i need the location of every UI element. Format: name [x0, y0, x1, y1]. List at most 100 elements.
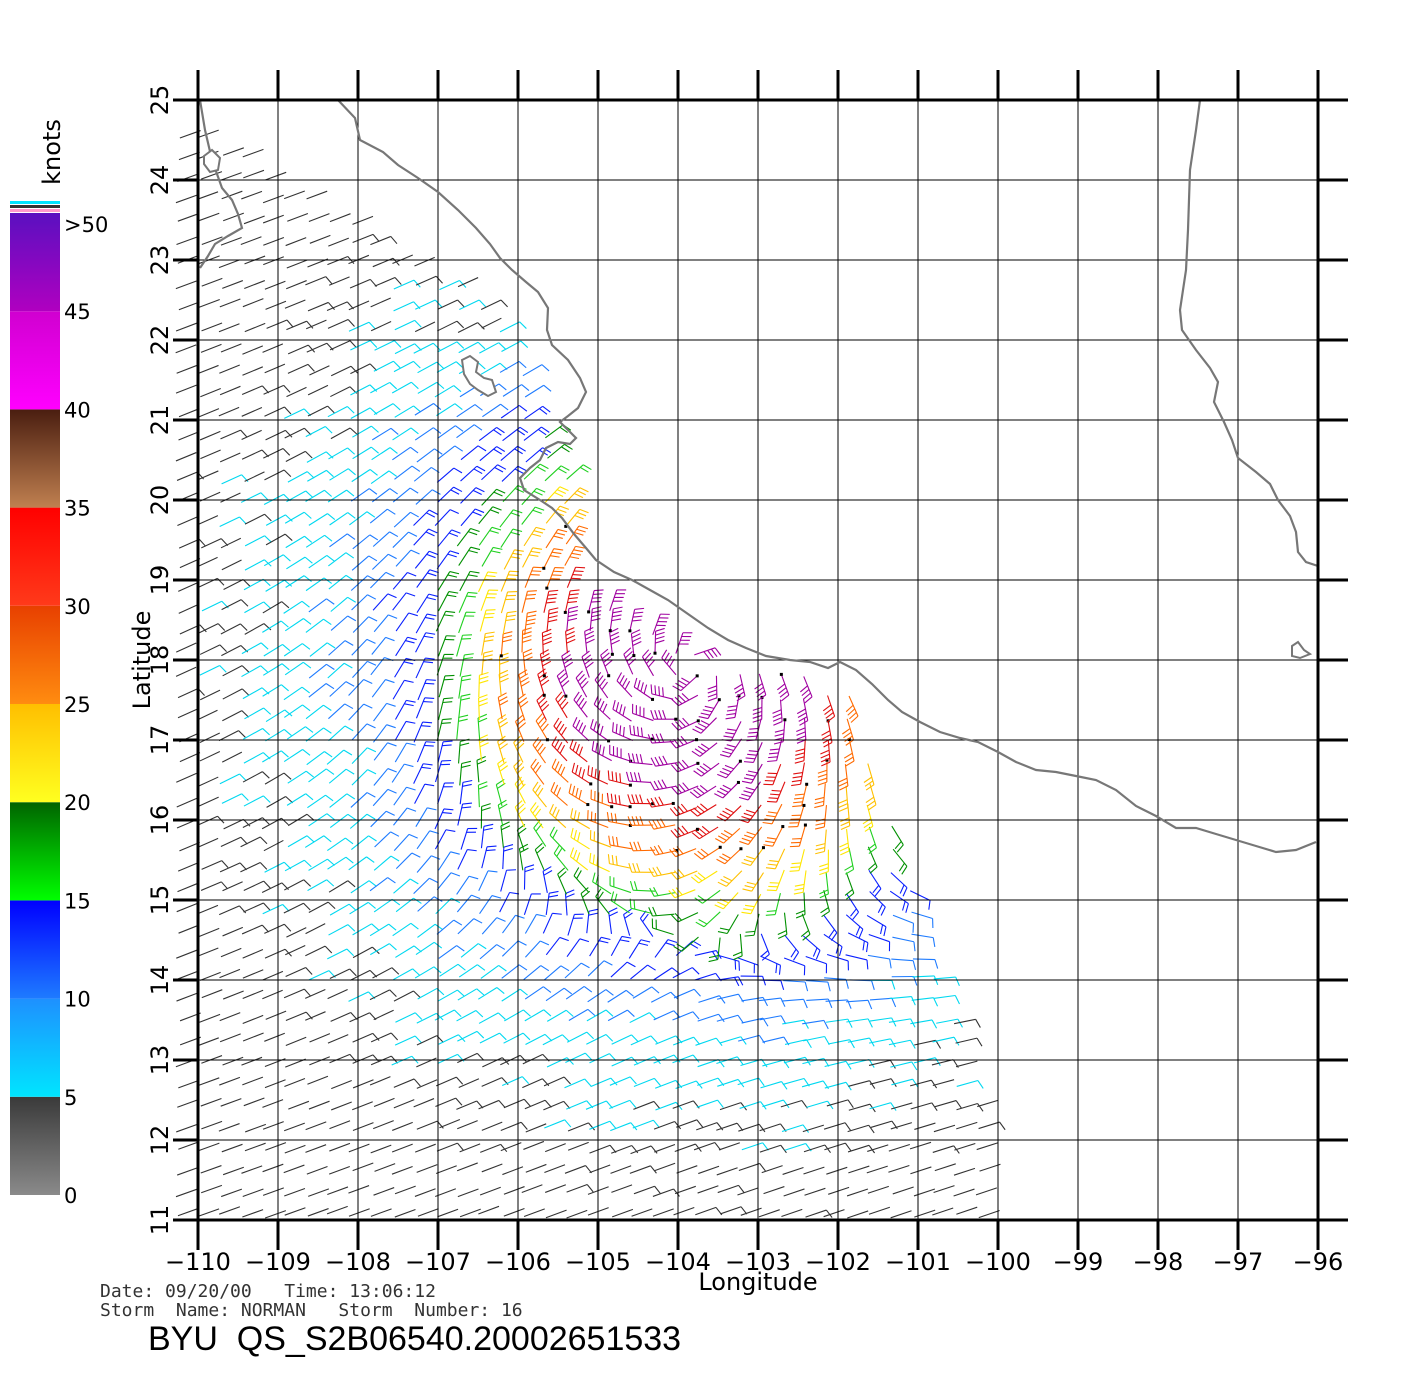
wind-barb: [564, 487, 589, 504]
wind-barb: [219, 452, 241, 463]
wind-barb: [868, 1038, 896, 1048]
wind-barb: [328, 703, 354, 720]
wind-barb: [761, 1165, 783, 1174]
wind-barb: [846, 999, 873, 1010]
wind-barb: [499, 631, 513, 658]
wind-barb: [784, 1142, 812, 1152]
wind-barb: [395, 945, 422, 958]
wind-barb: [262, 1163, 284, 1173]
wind-barb: [719, 1036, 747, 1045]
wind-barb: [589, 852, 610, 873]
wind-barb: [824, 977, 849, 989]
wind-barb: [976, 1142, 998, 1151]
wind-barb: [329, 340, 357, 351]
wind-barb: [868, 1059, 896, 1069]
wind-barb: [654, 1162, 676, 1172]
wind-barb: [781, 1124, 810, 1133]
legend-label: 25: [64, 693, 91, 717]
wind-barb: [308, 683, 335, 698]
wind-barb: [632, 1119, 660, 1129]
wind-barb: [639, 910, 654, 937]
wind-barb: [892, 914, 915, 933]
wind-barb: [758, 1209, 780, 1218]
wind-barb: [611, 1056, 639, 1067]
wind-barb: [783, 957, 806, 976]
wind-barb: [717, 954, 740, 971]
wind-barb: [478, 694, 488, 721]
wind-barb: [629, 1012, 657, 1024]
wind-barb: [437, 1208, 459, 1218]
coastline: [198, 99, 1319, 854]
legend-band: [10, 507, 60, 606]
wind-barb: [802, 1019, 829, 1030]
wind-barb: [630, 629, 642, 658]
wind-barb: [564, 1078, 592, 1089]
wind-barb: [330, 615, 357, 631]
coastline-isla-gulf: [1291, 640, 1313, 660]
wind-barb: [266, 796, 294, 808]
wind-barb: [497, 799, 508, 827]
wind-barb: [716, 805, 742, 822]
wind-barb: [327, 1034, 349, 1044]
wind-barb: [220, 172, 242, 181]
wind-barb: [199, 971, 221, 981]
wind-barb: [594, 671, 609, 699]
wind-barb: [849, 979, 875, 990]
wind-barb: [977, 1099, 999, 1108]
wind-barb: [436, 718, 452, 742]
wind-barb: [201, 236, 223, 246]
wind-barb: [823, 1122, 852, 1131]
wind-barb: [218, 323, 240, 333]
wind-barb: [762, 803, 783, 825]
wind-barb: [219, 862, 247, 873]
wind-barb: [330, 386, 358, 398]
wind-barb: [630, 1035, 658, 1046]
wind-barb: [284, 299, 306, 309]
wind-barb: [459, 1208, 481, 1218]
wind-barb: [306, 751, 333, 766]
wind-barb: [264, 1079, 286, 1089]
wind-barb: [589, 830, 612, 848]
wind-barb: [823, 914, 838, 941]
wind-barb: [219, 516, 247, 527]
wind-barb: [606, 792, 632, 809]
wind-barb: [284, 618, 312, 632]
wind-barb: [456, 1010, 484, 1022]
wind-barb: [437, 571, 460, 591]
wind-barb: [309, 234, 331, 244]
wind-barb: [394, 699, 416, 720]
wind-barb: [175, 194, 197, 204]
wind-barb: [392, 254, 413, 265]
wind-barb: [415, 807, 437, 827]
wind-barb: [373, 1009, 394, 1021]
wind-barb: [283, 749, 311, 763]
lon-tick-label: −110: [165, 1248, 231, 1276]
wind-barb: [284, 1078, 306, 1087]
wind-barb: [437, 425, 464, 439]
wind-barb: [350, 880, 377, 894]
wind-barb: [327, 406, 355, 418]
wind-barb: [308, 768, 335, 783]
wind-barb: [352, 1032, 380, 1043]
legend-label: 0: [64, 1184, 77, 1208]
wind-barb: [795, 892, 806, 919]
wind-barb: [369, 923, 397, 937]
wind-barb: [263, 448, 291, 459]
wind-barb: [177, 882, 199, 893]
wind-barb: [219, 1076, 241, 1086]
wind-barb: [241, 665, 269, 678]
coastline-espiritu-santo: [203, 148, 222, 174]
wind-barb: [499, 509, 523, 528]
wind-barb: [199, 689, 221, 701]
wind-barb: [742, 872, 764, 892]
wind-barb: [370, 297, 391, 308]
wind-barb: [847, 1210, 869, 1219]
wind-barb: [328, 237, 350, 247]
wind-barb: [717, 870, 743, 887]
lat-tick-label: 25: [146, 85, 174, 116]
wind-barb: [532, 736, 546, 764]
wind-barb: [737, 957, 759, 975]
wind-barb: [567, 1141, 589, 1151]
wind-barb: [716, 976, 744, 987]
